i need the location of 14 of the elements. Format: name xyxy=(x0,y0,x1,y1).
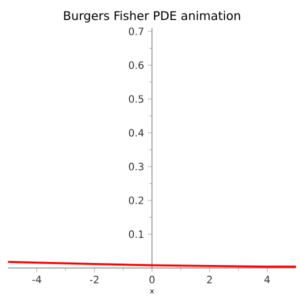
x-tick-label: -2 xyxy=(90,276,98,284)
y-tick-label: 0.2 xyxy=(128,196,144,204)
y-tick-label: 0.1 xyxy=(128,230,144,238)
x-tick-label: 2 xyxy=(207,276,212,284)
y-tick-label: 0.6 xyxy=(128,61,144,69)
y-tick-label: 0.4 xyxy=(128,128,144,137)
x-axis-title: $x$ xyxy=(150,290,154,294)
x-tick-label: 0 xyxy=(149,276,155,284)
chart-title: Burgers Fisher PDE animation xyxy=(64,10,240,22)
y-tick-label: 0.7 xyxy=(128,28,144,36)
x-tick-label: -4 xyxy=(32,276,42,284)
x-tick-label: 4 xyxy=(264,276,270,284)
y-tick-label: 0.3 xyxy=(128,162,144,170)
y-tick-label: 0.5 xyxy=(128,95,144,103)
